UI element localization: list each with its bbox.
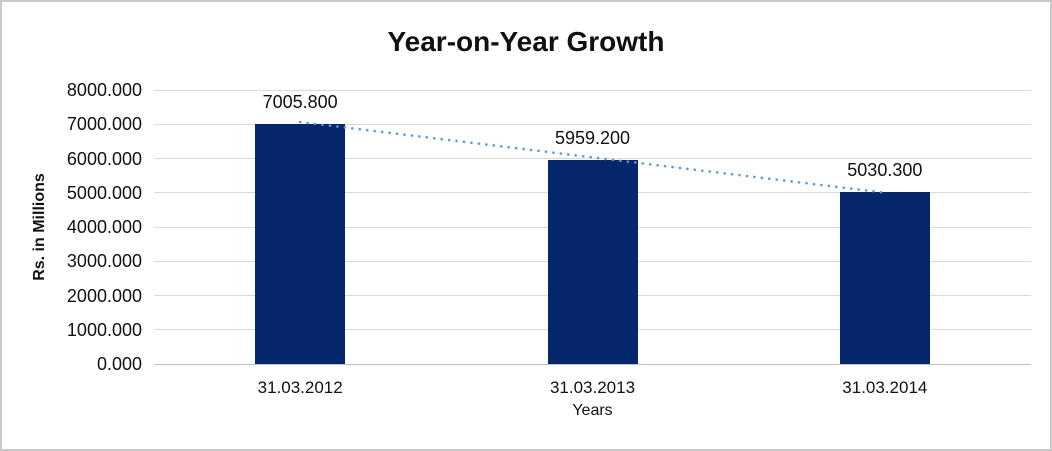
bar-31.03.2012 (255, 124, 346, 364)
y-tick-label: 8000.000 (66, 80, 142, 100)
y-tick-label: 7000.000 (66, 114, 142, 135)
gridline (154, 89, 1031, 91)
data-label: 7005.800 (262, 92, 338, 113)
bar-31.03.2013 (547, 159, 638, 364)
y-tick-label: 4000.000 (66, 217, 142, 237)
data-label: 5030.300 (847, 159, 923, 180)
bar-31.03.2014 (839, 191, 930, 364)
x-tick-label: 31.03.2014 (842, 378, 928, 397)
y-tick-label: 3000.000 (66, 251, 142, 272)
x-axis-line (154, 363, 1031, 365)
chart-title: Year-on-Year Growth (387, 26, 665, 57)
y-tick-label: 0.000 (96, 354, 142, 374)
x-axis-title: Years (572, 402, 613, 419)
y-tick-label: 2000.000 (66, 285, 142, 306)
y-tick-label: 5000.000 (66, 182, 142, 203)
x-tick-label: 31.03.2012 (257, 378, 343, 397)
x-tick-label: 31.03.2013 (549, 378, 636, 397)
data-label: 5959.200 (554, 127, 631, 148)
y-tick-label: 6000.000 (66, 148, 142, 169)
y-tick-label: 1000.000 (66, 319, 142, 340)
